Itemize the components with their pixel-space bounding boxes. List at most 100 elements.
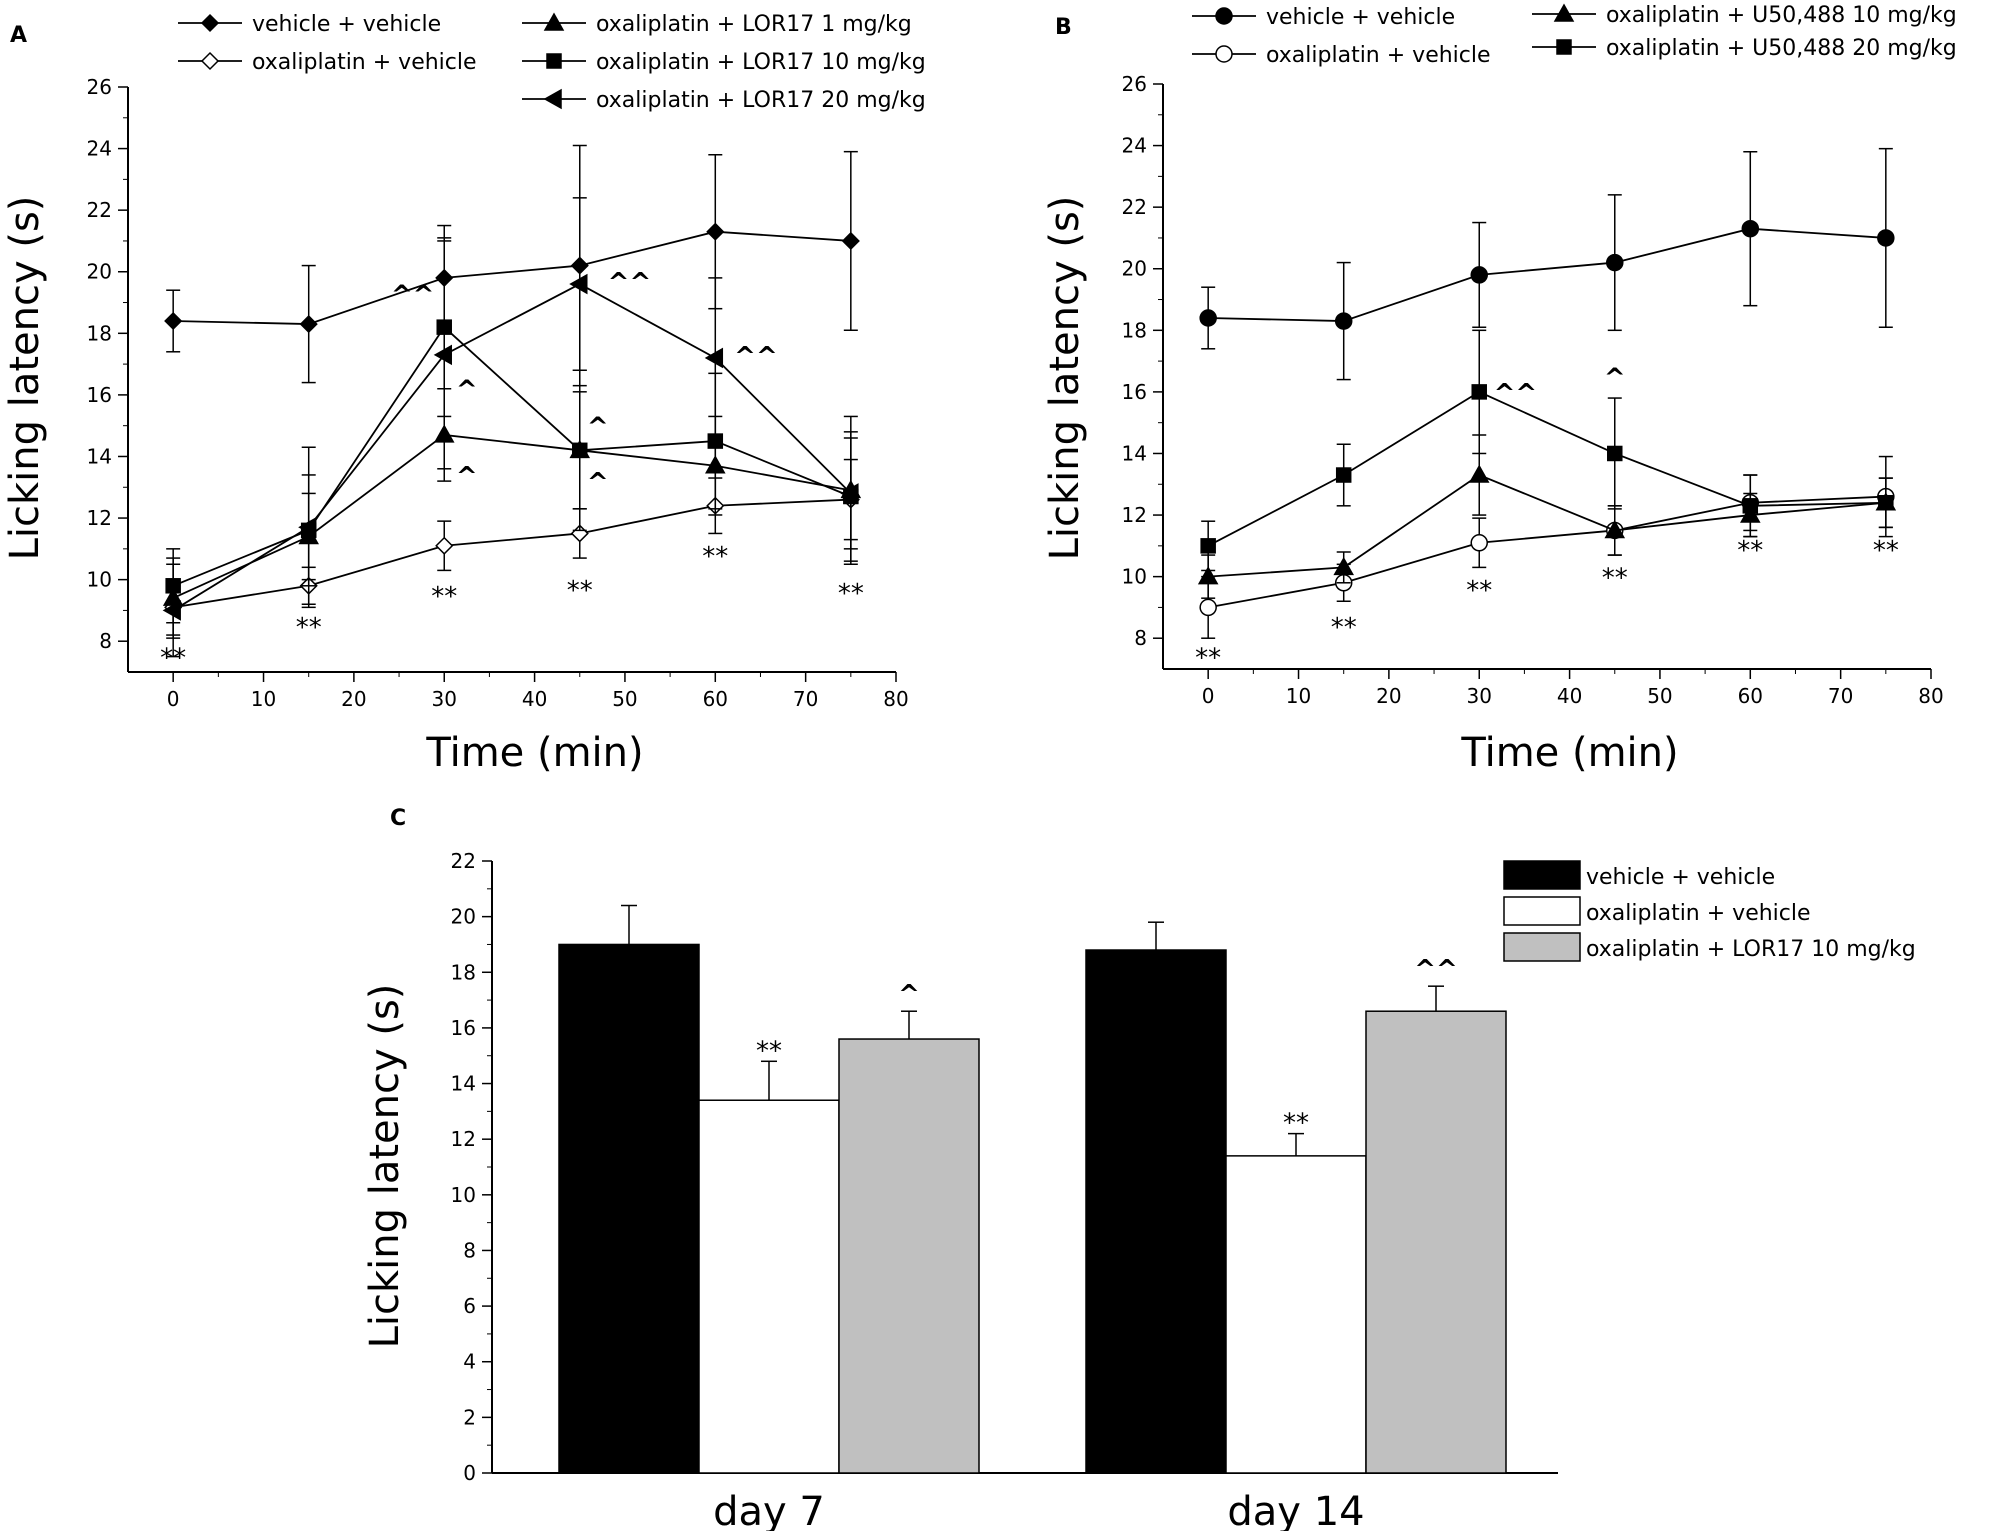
y-tick-label: 12: [87, 506, 112, 530]
legend-marker: [1556, 39, 1572, 55]
y-tick-label: 22: [451, 849, 476, 873]
x-tick-label: 10: [251, 687, 276, 711]
legend-label: oxaliplatin + LOR17 1 mg/kg: [596, 12, 912, 37]
legend-b: vehicle + vehicle oxaliplatin + vehicle ox…: [1192, 3, 1957, 68]
panel-label-c: C: [390, 806, 406, 831]
bar-vehicle-vehicle: [558, 943, 700, 1474]
data-point: [1468, 464, 1490, 483]
legend-marker: [200, 51, 220, 71]
panel-b: B vehicle + vehicle oxaliplatin + vehicle…: [1042, 3, 1957, 776]
legend-label: oxaliplatin + LOR17 10 mg/kg: [1586, 937, 1916, 962]
y-tick-label: 8: [99, 629, 112, 653]
y-axis-title-b: Licking latency (s): [1042, 196, 1088, 561]
legend-label: oxaliplatin + vehicle: [1266, 43, 1491, 68]
data-point: [841, 231, 860, 251]
significance-stars: **: [756, 1036, 782, 1066]
legend-label: oxaliplatin + U50,488 20 mg/kg: [1606, 36, 1957, 61]
significance-stars: **: [1466, 576, 1492, 606]
data-point: [1741, 219, 1760, 238]
significance-stars: **: [702, 542, 728, 572]
y-tick-label: 16: [1122, 380, 1147, 404]
series-line: [172, 283, 852, 612]
y-tick-label: 14: [1122, 441, 1147, 465]
y-tick-label: 20: [87, 260, 112, 284]
x-tick-label: 50: [1647, 684, 1672, 708]
y-tick-label: 12: [1122, 503, 1147, 527]
legend-marker: [543, 12, 565, 31]
series-vehicle-vehicle: [1199, 147, 1895, 381]
series-oxaliplatin-vehicle: [1199, 455, 1895, 639]
y-tick-label: 6: [463, 1294, 476, 1318]
x-tick-label: 80: [883, 687, 908, 711]
bar-group-day-7: [558, 904, 980, 1474]
bar-oxaliplatin-lor17-10-mg-kg: [1365, 1010, 1507, 1474]
significance-caret: ^: [587, 468, 609, 498]
x-tick-label: 20: [341, 687, 366, 711]
series-line: [172, 325, 852, 587]
data-point: [1333, 556, 1354, 576]
y-tick-label: 14: [451, 1072, 476, 1096]
series-oxaliplatin-u50-488-20-mg-kg: [1200, 329, 1894, 572]
data-point: [704, 347, 724, 369]
legend-item-oxaliplatin-u50-488-20-mg-kg: oxaliplatin + U50,488 20 mg/kg: [1532, 36, 1957, 61]
panel-a: A vehicle + vehicle oxaliplatin + vehicle…: [2, 12, 926, 776]
series-line: [173, 230, 851, 325]
y-tick-label: 20: [1122, 257, 1147, 281]
significance-caret: ^: [456, 376, 478, 406]
x-tick-label: 70: [793, 687, 818, 711]
data-point: [162, 600, 181, 621]
data-point: [706, 222, 725, 241]
significance-stars: **: [567, 576, 593, 606]
series-line: [1208, 474, 1886, 578]
legend-label: vehicle + vehicle: [252, 12, 441, 37]
x-tick-label: 0: [167, 687, 180, 711]
legend-label: oxaliplatin + LOR17 20 mg/kg: [596, 88, 926, 113]
y-tick-label: 10: [87, 568, 112, 592]
series-oxaliplatin-lor17-1-mg-kg: [162, 387, 862, 639]
y-tick-label: 8: [463, 1238, 476, 1262]
legend-item-oxaliplatin-lor17-20-mg-kg: oxaliplatin + LOR17 20 mg/kg: [522, 88, 926, 113]
legend-marker: [543, 88, 562, 110]
significance-caret: ^: [898, 980, 920, 1010]
panel-label-a: A: [10, 23, 27, 48]
x-tick-label: 70: [1828, 684, 1853, 708]
significance-stars: **: [838, 579, 864, 609]
data-point: [1607, 445, 1623, 462]
y-tick-label: 2: [463, 1405, 476, 1429]
x-tick-label: 40: [522, 687, 547, 711]
y-tick-label: 24: [1122, 134, 1147, 158]
significance-caret: ^^: [734, 342, 778, 372]
y-tick-label: 10: [1122, 565, 1147, 589]
data-point: [298, 517, 317, 538]
y-tick-label: 26: [87, 75, 112, 99]
x-tick-label: 30: [432, 687, 457, 711]
y-tick-label: 18: [87, 321, 112, 345]
series-line: [1207, 390, 1886, 547]
data-point: [1604, 519, 1626, 539]
significance-caret: ^^: [391, 280, 435, 310]
legend-label: oxaliplatin + U50,488 10 mg/kg: [1606, 3, 1957, 28]
legend-swatch: [1503, 932, 1581, 962]
significance-stars: **: [1283, 1109, 1309, 1139]
bar-oxaliplatin-vehicle: [698, 1099, 840, 1474]
data-point: [840, 483, 859, 504]
data-point: [1606, 253, 1624, 272]
significance-stars: **: [1195, 644, 1221, 674]
data-point: [1878, 494, 1894, 511]
legend-item-oxaliplatin-vehicle: oxaliplatin + vehicle: [1503, 896, 1811, 926]
legend-item-oxaliplatin-u50-488-10-mg-kg: oxaliplatin + U50,488 10 mg/kg: [1532, 3, 1957, 28]
legend-item-oxaliplatin-vehicle: oxaliplatin + vehicle: [178, 50, 477, 75]
significance-stars: **: [431, 582, 457, 612]
y-tick-label: 24: [87, 137, 112, 161]
x-tick-label: 60: [703, 687, 728, 711]
legend-marker: [200, 13, 220, 33]
x-tick-label: 40: [1557, 684, 1582, 708]
bar-vehicle-vehicle: [1085, 949, 1227, 1474]
data-point: [1877, 229, 1895, 247]
y-tick-label: 22: [87, 198, 112, 222]
data-point: [569, 273, 588, 295]
significance-caret: ^^: [1414, 955, 1458, 985]
data-point: [1470, 534, 1488, 552]
y-tick-label: 16: [87, 383, 112, 407]
